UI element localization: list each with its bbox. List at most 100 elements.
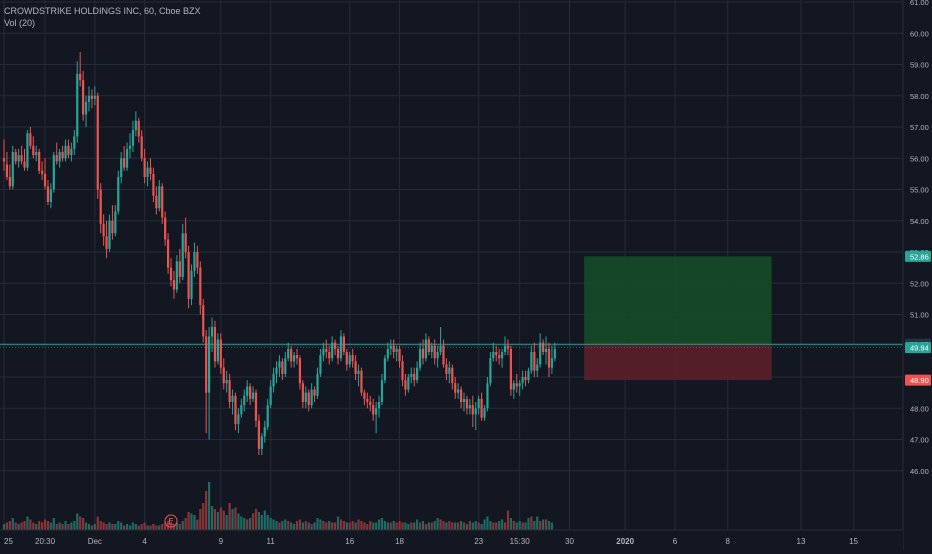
volume-bar: [398, 521, 401, 530]
volume-bar: [76, 513, 79, 530]
volume-indicator-label[interactable]: Vol (20): [4, 18, 36, 28]
volume-bar: [515, 522, 518, 530]
x-tick-label: 11: [266, 537, 275, 546]
candle-body: [184, 233, 187, 252]
volume-bar: [11, 518, 14, 530]
price-badge-label: 49.94: [910, 344, 929, 353]
volume-bar: [26, 516, 29, 530]
volume-bar: [181, 521, 184, 530]
candle-body: [52, 155, 55, 190]
volume-bar: [536, 516, 539, 530]
candle-body: [210, 327, 214, 337]
volume-bar: [164, 522, 167, 530]
volume-bar: [533, 521, 536, 530]
volume-bar: [401, 522, 404, 530]
volume-bar: [448, 521, 451, 530]
candle-body: [410, 373, 413, 377]
volume-bar: [79, 516, 82, 530]
volume-bar: [99, 521, 102, 530]
volume-bar: [120, 522, 123, 530]
x-tick-label: 4: [142, 537, 147, 546]
volume-bar: [93, 524, 96, 530]
price-badge: [905, 342, 931, 354]
candle-body: [17, 155, 20, 162]
volume-bar: [228, 503, 231, 530]
candle-body: [307, 392, 310, 406]
volume-bar: [84, 522, 88, 530]
candle-body: [433, 345, 436, 359]
candle-body: [26, 133, 29, 168]
candle-body: [360, 370, 363, 393]
volume-bar: [172, 524, 176, 530]
candle-body: [228, 380, 231, 402]
volume-bar: [29, 519, 32, 530]
candle-body: [137, 120, 140, 137]
candle-body: [372, 405, 375, 415]
candle-body: [40, 170, 44, 174]
candle-body: [290, 348, 293, 362]
volume-bar: [249, 518, 252, 530]
price-badge-label: 52.86: [910, 252, 929, 261]
candle-body: [501, 352, 504, 359]
volume-bar: [357, 519, 360, 530]
candle-body: [58, 152, 61, 162]
volume-bar: [333, 522, 337, 530]
candle-body: [164, 217, 167, 240]
volume-bar: [377, 519, 381, 530]
candle-body: [547, 348, 551, 368]
candle-body: [319, 355, 322, 374]
candle-body: [64, 145, 67, 159]
candle-body: [521, 377, 524, 384]
volume-bar: [281, 521, 284, 530]
candle-body: [76, 73, 79, 137]
candle-body: [395, 348, 398, 352]
candle-body: [457, 389, 460, 393]
candle-body: [102, 223, 105, 237]
candle-body: [260, 436, 263, 449]
candle-body: [272, 373, 275, 387]
candle-body: [114, 211, 117, 234]
candle-body: [363, 392, 366, 399]
volume-bar: [295, 521, 299, 530]
volume-bar: [2, 524, 6, 530]
candle-body: [249, 386, 252, 399]
volume-bar: [392, 521, 395, 530]
volume-bar: [462, 522, 466, 530]
candle-body: [32, 145, 35, 156]
symbol-title[interactable]: CROWDSTRIKE HOLDINGS INC, 60, Cboe BZX: [4, 6, 201, 16]
candle-body: [43, 173, 47, 187]
volume-bar: [105, 524, 108, 530]
volume-bar: [234, 507, 237, 530]
candle-body: [445, 364, 448, 374]
volume-bar: [70, 522, 73, 530]
volume-bar: [275, 521, 278, 530]
candle-body: [108, 220, 111, 249]
candle-body: [383, 358, 386, 381]
candle-body: [357, 370, 360, 374]
candle-body: [251, 392, 255, 399]
candle-body: [175, 261, 178, 290]
volume-bar: [272, 519, 275, 530]
volume-bar: [465, 524, 469, 530]
candle-body: [386, 348, 389, 359]
volume-bar: [146, 525, 149, 530]
candle-body: [533, 352, 536, 371]
volume-bar: [539, 521, 542, 530]
volume-bar: [530, 516, 533, 530]
volume-bar: [266, 515, 269, 530]
price-badge: [905, 250, 931, 262]
y-tick-label: 48.00: [910, 404, 929, 413]
candle-body: [366, 398, 369, 402]
candle-body: [243, 395, 246, 406]
volume-bar: [152, 524, 155, 530]
candle-body: [202, 305, 205, 337]
volume-bar: [290, 522, 293, 530]
volume-bar: [210, 506, 214, 530]
candle-body: [416, 367, 419, 381]
candle-body: [152, 173, 155, 196]
volume-bar: [433, 521, 436, 530]
volume-bar: [117, 521, 120, 530]
